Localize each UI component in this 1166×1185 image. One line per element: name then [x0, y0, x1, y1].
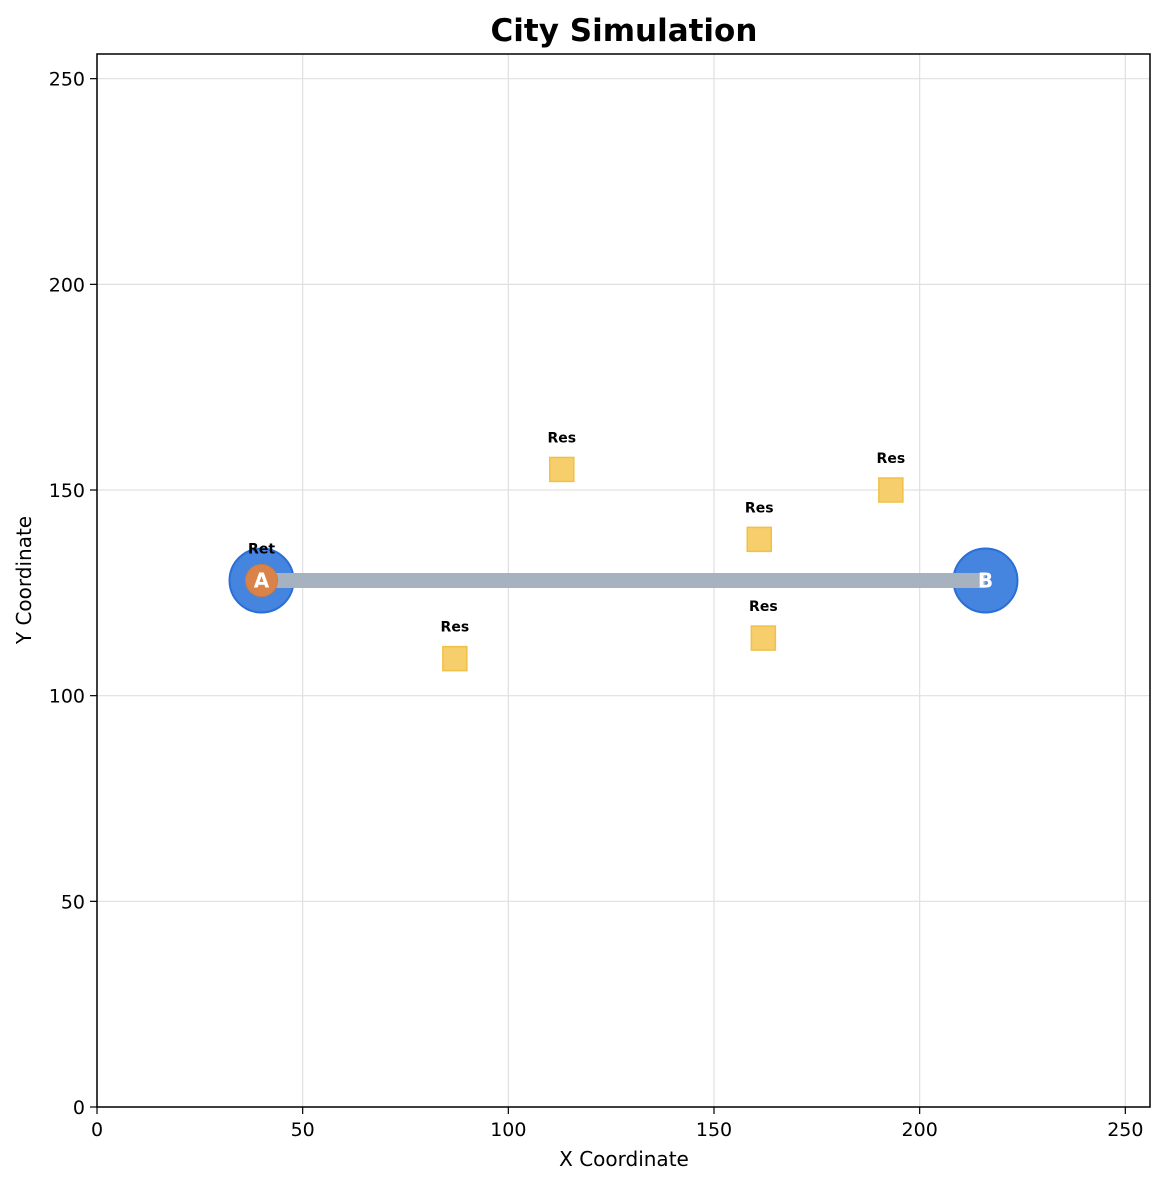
point-label: Res: [441, 620, 470, 636]
x-tick-label: 100: [490, 1119, 526, 1141]
y-tick-label: 50: [61, 891, 85, 913]
residential-marker: [750, 625, 777, 651]
station-label: B: [978, 569, 993, 593]
x-tick-label: 250: [1107, 1119, 1143, 1141]
y-tick-label: 250: [49, 69, 85, 91]
retail-marker: [245, 564, 279, 597]
x-tick-label: 150: [696, 1119, 732, 1141]
station-label: A: [254, 569, 270, 593]
point-label: Res: [745, 500, 774, 516]
residential-marker: [878, 477, 904, 503]
residential-marker: [442, 645, 468, 672]
residential-marker: [549, 456, 575, 483]
point-label: Res: [877, 451, 906, 467]
y-tick-label: 0: [73, 1097, 85, 1119]
point-label: Res: [749, 599, 778, 615]
x-tick-label: 0: [91, 1119, 103, 1141]
y-tick-label: 150: [49, 480, 85, 502]
y-tick-label: 100: [49, 686, 85, 708]
chart-title: City Simulation: [491, 13, 758, 49]
point-label: Res: [547, 430, 576, 446]
x-tick-label: 200: [902, 1119, 938, 1141]
plot-frame: [96, 53, 1151, 1108]
y-axis-label: Y Coordinate: [12, 516, 36, 645]
x-tick-label: 50: [291, 1119, 315, 1141]
axis-ticks: 0 50 100 150 200 250 0 50 100 150 200 250: [49, 69, 1144, 1141]
x-axis-label: X Coordinate: [559, 1147, 689, 1171]
point-label: Ret: [248, 542, 275, 558]
plot-area: Ret Res Res Res Res Res A B: [228, 430, 1019, 672]
y-tick-label: 200: [49, 274, 85, 296]
residential-marker: [746, 526, 772, 553]
